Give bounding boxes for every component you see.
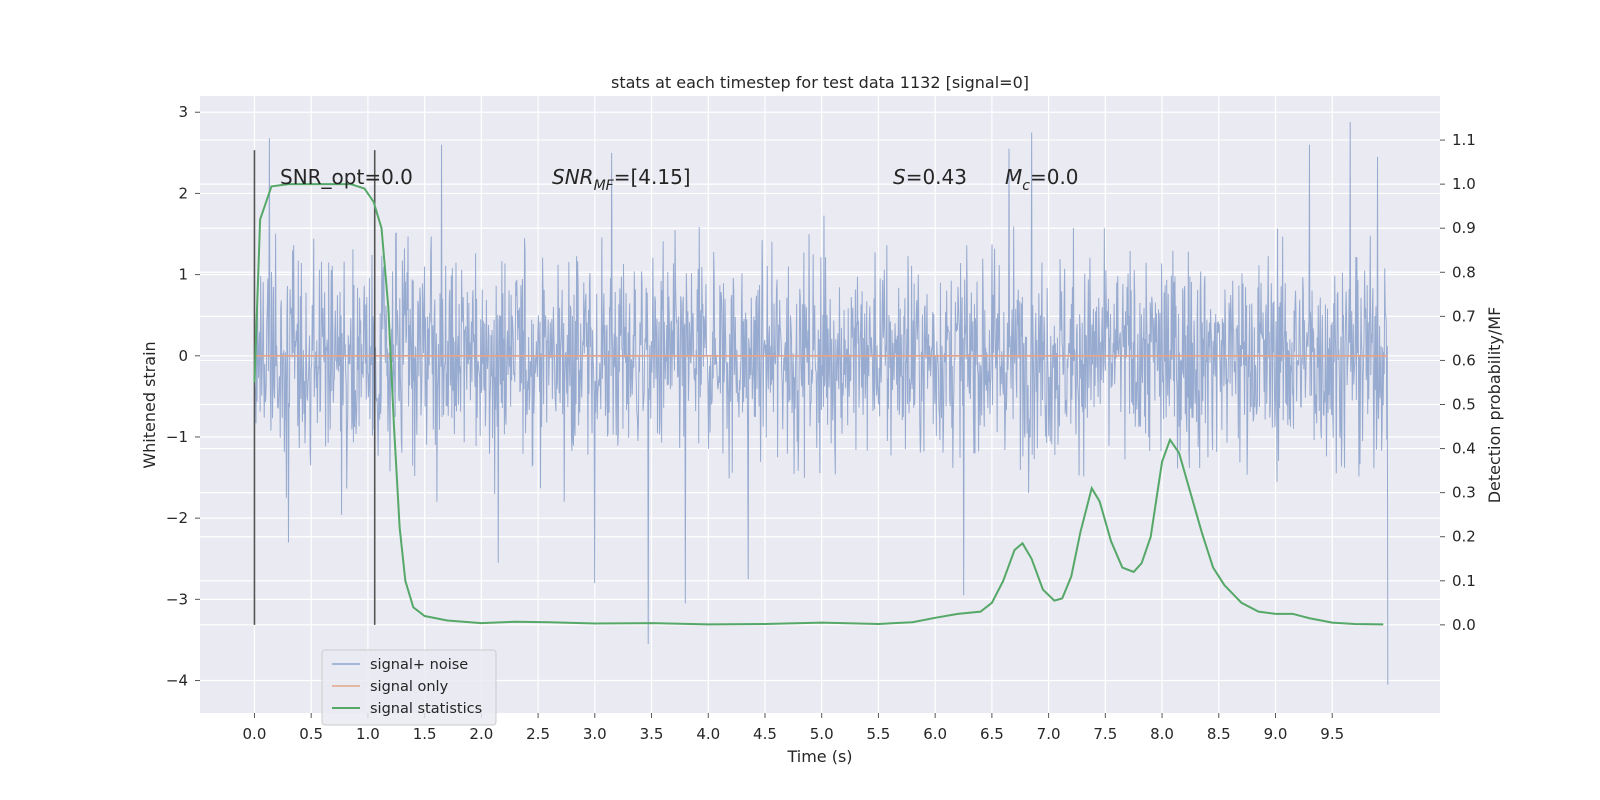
y2-tick-labels: 1.1 1.0 0.9 0.8 0.7 0.6 0.5 0.4 0.3 0.2 0.1 0.0 (1440, 131, 1476, 634)
x-tick-label: 7.0 (1037, 725, 1061, 743)
x-tick-label: 9.0 (1264, 725, 1288, 743)
legend-label-signal-statistics: signal statistics (370, 701, 482, 717)
y2-tick-label: 0.2 (1452, 528, 1476, 546)
x-tick-label: 6.0 (923, 725, 947, 743)
y2-tick-label: 0.8 (1452, 263, 1476, 281)
y2-axis-label: Detection probability/MF (1485, 307, 1504, 504)
x-tick-label: 1.0 (356, 725, 380, 743)
x-tick-label: 4.0 (696, 725, 720, 743)
x-tick-label: 2.5 (526, 725, 550, 743)
y-tick-label: −2 (166, 509, 188, 527)
y-tick-label: −1 (166, 428, 188, 446)
chart-title: stats at each timestep for test data 113… (611, 73, 1029, 92)
x-tick-label: 7.5 (1093, 725, 1117, 743)
annotation-snr-mf: SNRMF=[4.15] (552, 165, 691, 194)
x-tick-label: 1.5 (413, 725, 437, 743)
noise-trace (253, 121, 1389, 685)
legend: signal+ noise signal only signal statist… (321, 649, 497, 726)
x-tick-label: 5.0 (810, 725, 834, 743)
x-axis-label: Time (s) (786, 747, 852, 766)
annotation-snr-opt: SNR_opt=0.0 (280, 165, 413, 189)
y-tick-labels: 3 2 1 0 −1 −2 −3 −4 (166, 103, 200, 690)
y2-tick-label: 1.1 (1452, 131, 1476, 149)
x-tick-label: 4.5 (753, 725, 777, 743)
x-tick-label: 8.0 (1150, 725, 1174, 743)
legend-box (321, 649, 497, 726)
y2-tick-label: 0.0 (1452, 616, 1476, 634)
y-tick-label: 2 (178, 184, 188, 202)
y2-tick-label: 0.7 (1452, 307, 1476, 325)
y2-tick-label: 0.1 (1452, 572, 1476, 590)
y2-tick-label: 0.4 (1452, 440, 1476, 458)
series-signal-statistics (253, 183, 1384, 626)
x-tick-label: 3.5 (640, 725, 664, 743)
x-tick-label: 3.0 (583, 725, 607, 743)
x-tick-label: 8.5 (1207, 725, 1231, 743)
y-tick-label: 3 (178, 103, 188, 121)
x-tick-label: 0.0 (243, 725, 267, 743)
x-tick-label: 5.5 (866, 725, 890, 743)
legend-label-signal-only: signal only (370, 679, 449, 695)
y2-tick-label: 1.0 (1452, 175, 1476, 193)
vertical-markers (253, 150, 376, 625)
y-tick-label: −4 (166, 672, 188, 690)
y-tick-label: −3 (166, 590, 188, 608)
series-signal-noise (253, 121, 1389, 685)
y2-tick-label: 0.3 (1452, 484, 1476, 502)
x-tick-label: 2.0 (469, 725, 493, 743)
x-tick-label: 0.5 (299, 725, 323, 743)
x-tick-label: 6.5 (980, 725, 1004, 743)
y2-tick-label: 0.9 (1452, 219, 1476, 237)
y-tick-label: 0 (178, 347, 188, 365)
x-tick-label: 9.5 (1320, 725, 1344, 743)
annotation-mc: Mc=0.0 (1005, 165, 1079, 194)
legend-label-signal-noise: signal+ noise (370, 657, 468, 673)
y-axis-label: Whitened strain (140, 341, 159, 468)
y2-tick-label: 0.6 (1452, 351, 1476, 369)
x-tick-labels: 0.0 0.5 1.0 1.5 2.0 2.5 3.0 3.5 4.0 4.5 5.0 5.5 6.0 6… (243, 713, 1344, 743)
annotation-s: S=0.43 (893, 165, 967, 189)
y-tick-label: 1 (178, 266, 188, 284)
y2-tick-label: 0.5 (1452, 396, 1476, 414)
